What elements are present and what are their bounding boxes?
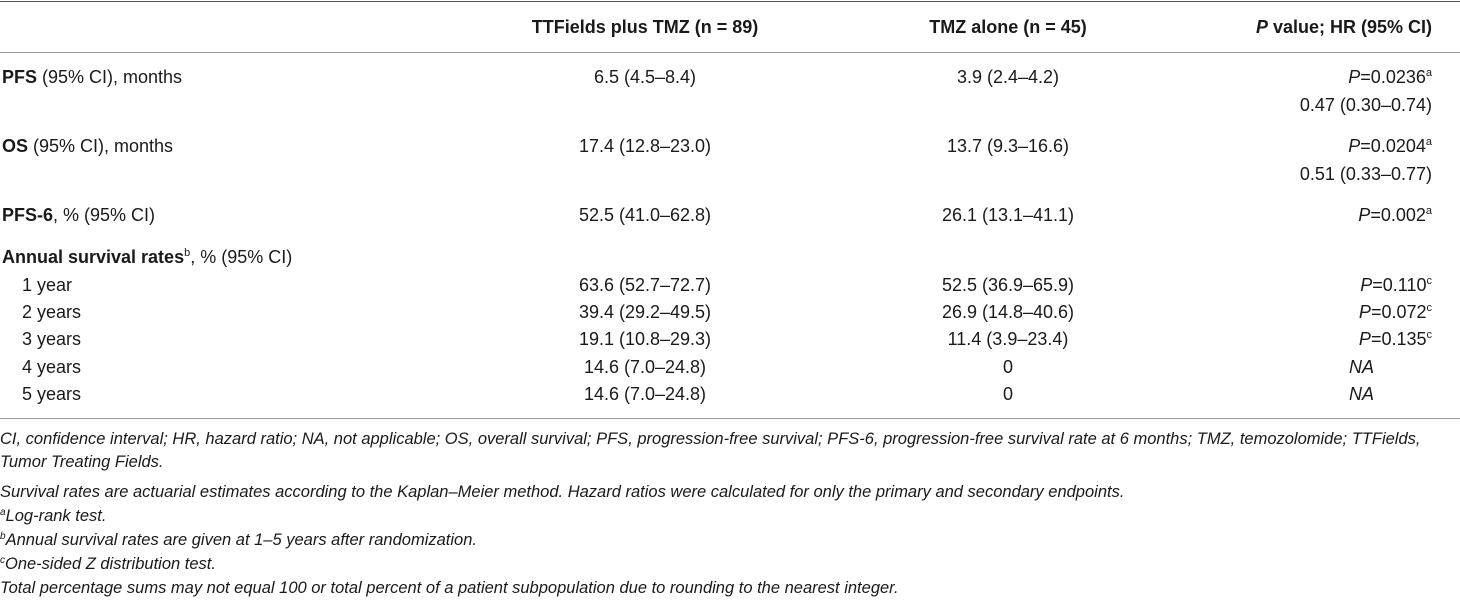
y5-tmz-value: 0 [1002,384,1013,404]
header-rule [0,52,1460,53]
pfs-tmz-value: 3.9 (2.4–4.2) [956,67,1060,87]
row-label-pfs-bold: PFS [2,67,38,87]
row-label-os-bold: OS [2,136,29,156]
y1-tmz-value: 52.5 (36.9–65.9) [941,275,1075,295]
y2-p-number: =0.072 [1370,302,1427,322]
y2-tmz-value: 26.9 (14.8–40.6) [941,302,1075,322]
y4-ttfields-value: 14.6 (7.0–24.8) [583,357,707,377]
pfs-ttfields-value: 6.5 (4.5–8.4) [593,67,697,87]
y2-p-value: P=0.072c [1359,298,1432,326]
pfs-p-number: =0.0236 [1360,67,1426,87]
row-label-pfs-rest: (95% CI), months [37,67,183,87]
y5-p-value: NA [1349,380,1374,408]
footnote-rounding: Total percentage sums may not equal 100 … [0,579,899,597]
y3-tmz-value: 11.4 (3.9–23.4) [947,329,1069,349]
row-label-pfs6: PFS-6, % (95% CI) [2,201,155,229]
y5-p-na: NA [1348,384,1374,404]
row-label-os-rest: (95% CI), months [28,136,174,156]
footnote-b-sup: b [0,531,6,542]
footnote-a-sup: a [0,507,6,518]
os-p-value: P=0.0204a [1348,132,1432,160]
os-p-italic: P [1348,136,1361,156]
footnote-a-text: Log-rank test. [5,507,107,525]
footnote-c-text: One-sided Z distribution test. [5,555,216,573]
y1-ttfields-value: 63.6 (52.7–72.7) [578,275,712,295]
pfs6-p-sup: a [1425,205,1432,217]
row-label-annual: Annual survival ratesb, % (95% CI) [2,243,292,271]
y3-p-italic: P [1358,329,1371,349]
row-label-annual-rest: , % (95% CI) [190,247,293,267]
row-label-1-year: 1 year [22,275,73,295]
pfs6-ttfields-value: 52.5 (41.0–62.8) [578,205,712,225]
header-p-rest: value; HR (95% CI) [1267,17,1432,37]
pfs-p-sup: a [1425,67,1432,79]
row-label-pfs6-rest: , % (95% CI) [53,205,156,225]
y5-ttfields-value: 14.6 (7.0–24.8) [583,384,707,404]
table-bottom-rule [0,418,1460,419]
y2-p-sup: c [1426,302,1433,314]
footnote-method: Survival rates are actuarial estimates a… [0,483,1125,501]
y3-p-sup: c [1426,329,1433,341]
y3-ttfields-value: 19.1 (10.8–29.3) [578,329,712,349]
row-label-5-years: 5 years [22,384,82,404]
y4-tmz-value: 0 [1002,357,1013,377]
row-label-annual-bold: Annual survival rates [2,247,185,267]
os-tmz-value: 13.7 (9.3–16.6) [946,136,1070,156]
footnote-b: bAnnual survival rates are given at 1–5 … [0,529,1456,552]
row-label-os: OS (95% CI), months [2,132,173,160]
header-ttfields-tmz: TTFields plus TMZ (n = 89) [531,17,759,37]
os-p-number: =0.0204 [1360,136,1426,156]
footnote-a: aLog-rank test. [0,505,1456,528]
y3-p-value: P=0.135c [1359,325,1432,353]
row-label-pfs6-bold: PFS-6 [2,205,54,225]
header-p-italic: P [1255,17,1268,37]
row-label-2-years: 2 years [22,302,82,322]
footnote-c: cOne-sided Z distribution test. [0,553,1456,576]
y4-p-na: NA [1348,357,1374,377]
pfs6-p-italic: P [1358,205,1371,225]
row-label-annual-sup: b [184,247,191,259]
y1-p-value: P=0.110c [1360,271,1432,299]
y4-p-value: NA [1349,353,1374,381]
y2-ttfields-value: 39.4 (29.2–49.5) [578,302,712,322]
y1-p-sup: c [1426,275,1433,287]
pfs-p-value: P=0.0236a [1348,63,1432,91]
footnote-b-text: Annual survival rates are given at 1–5 y… [5,531,477,549]
footnote-abbreviations: CI, confidence interval; HR, hazard rati… [0,430,1421,471]
table-top-rule [0,1,1460,2]
footnote-c-sup: c [0,555,5,566]
pfs6-tmz-value: 26.1 (13.1–41.1) [941,205,1075,225]
pfs-p-italic: P [1348,67,1361,87]
pfs6-p-number: =0.002 [1370,205,1426,225]
header-tmz-alone: TMZ alone (n = 45) [929,17,1087,37]
row-label-pfs: PFS (95% CI), months [2,63,182,91]
y3-p-number: =0.135 [1370,329,1427,349]
pfs-hr-value: 0.47 (0.30–0.74) [1299,95,1432,115]
y2-p-italic: P [1358,302,1371,322]
row-label-3-years: 3 years [22,329,82,349]
pfs6-p-value: P=0.002a [1358,201,1432,229]
row-label-4-years: 4 years [22,357,82,377]
os-p-sup: a [1425,136,1432,148]
os-hr-value: 0.51 (0.33–0.77) [1299,164,1432,184]
y1-p-number: =0.110 [1372,275,1427,295]
y1-p-italic: P [1360,275,1373,295]
header-p-value-hr: P value; HR (95% CI) [1256,13,1432,41]
os-ttfields-value: 17.4 (12.8–23.0) [578,136,712,156]
